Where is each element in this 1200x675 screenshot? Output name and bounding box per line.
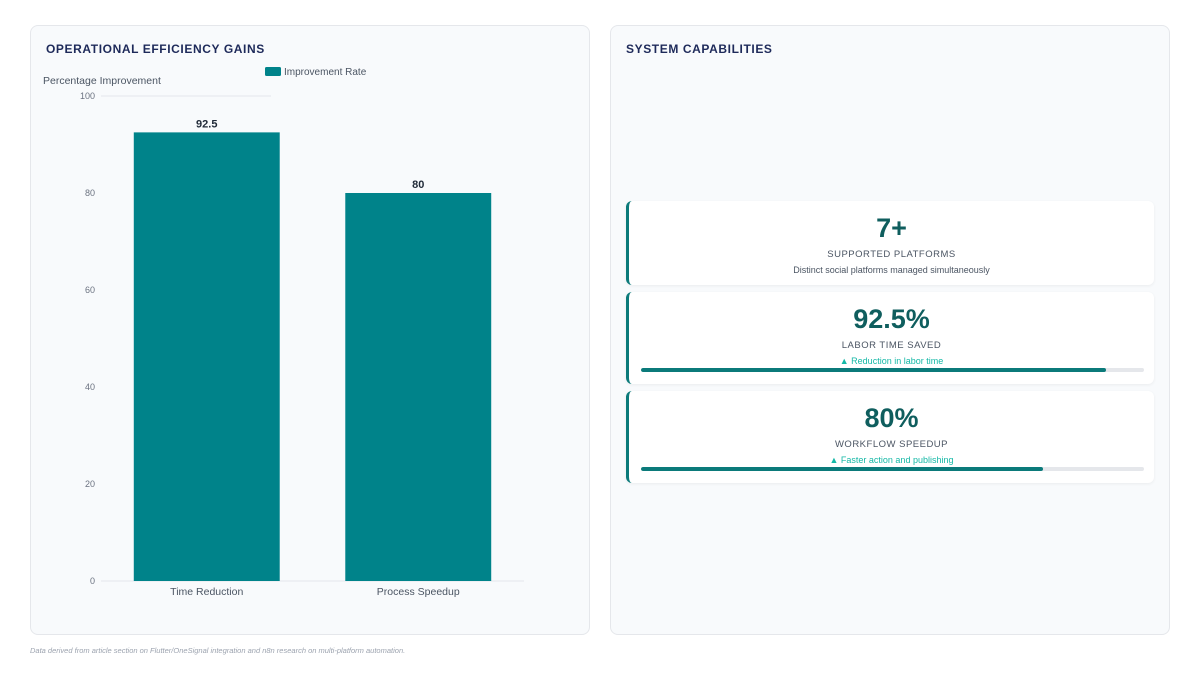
kpi-label: SUPPORTED PLATFORMS xyxy=(827,249,956,260)
kpi-label: LABOR TIME SAVED xyxy=(841,340,942,351)
x-tick-label: Time Reduction xyxy=(170,586,243,598)
kpi-card-workflow: 80% WORKFLOW SPEEDUP ▲ Faster action and… xyxy=(626,391,1154,483)
y-tick-label: 100 xyxy=(80,91,95,101)
kpi-value: 92.5% xyxy=(853,304,930,334)
x-tick-label: Process Speedup xyxy=(377,586,460,598)
kpi-label: WORKFLOW SPEEDUP xyxy=(834,439,949,450)
kpi-trend: ▲ Faster action and publishing xyxy=(829,455,954,465)
y-tick-label: 60 xyxy=(85,285,95,295)
y-tick-label: 80 xyxy=(85,188,95,198)
kpi-description: Distinct social platforms managed simult… xyxy=(793,265,990,275)
bar-time-reduction xyxy=(133,132,280,581)
bar-process-speedup xyxy=(345,193,492,581)
data-label: 80 xyxy=(412,179,424,191)
capabilities-panel-title: SYSTEM CAPABILITIES xyxy=(626,42,773,56)
y-tick-label: 0 xyxy=(90,576,95,586)
source-footnote: Data derived from article section on Flu… xyxy=(30,646,406,655)
legend-label: Improvement Rate xyxy=(284,67,367,78)
kpi-progress-fill xyxy=(641,467,1044,471)
efficiency-bar-chart: 0 20 40 60 80 100 Percentage Improvement Improv… xyxy=(43,67,524,598)
kpi-progress-fill xyxy=(641,368,1107,372)
data-label: 92.5 xyxy=(196,118,217,130)
capabilities-panel: SYSTEM CAPABILITIES 7+ SUPPORTED PLATFOR… xyxy=(610,25,1170,635)
efficiency-panel: OPERATIONAL EFFICIENCY GAINS 0 20 40 60 80 10… xyxy=(30,25,590,635)
kpi-card-labor-time: 92.5% LABOR TIME SAVED ▲ Reduction in la… xyxy=(626,292,1154,384)
kpi-progress-track xyxy=(641,467,1144,471)
kpi-progress-track xyxy=(641,368,1144,372)
kpi-trend: ▲ Reduction in labor time xyxy=(839,356,944,366)
kpi-card-platforms: 7+ SUPPORTED PLATFORMS Distinct social p… xyxy=(626,201,1154,285)
kpi-value: 7+ xyxy=(876,213,907,243)
y-tick-label: 20 xyxy=(85,479,95,489)
y-tick-label: 40 xyxy=(85,382,95,392)
efficiency-panel-title: OPERATIONAL EFFICIENCY GAINS xyxy=(46,42,265,56)
y-axis-title: Percentage Improvement xyxy=(43,75,161,87)
legend-swatch xyxy=(265,67,281,76)
kpi-value: 80% xyxy=(864,403,919,433)
